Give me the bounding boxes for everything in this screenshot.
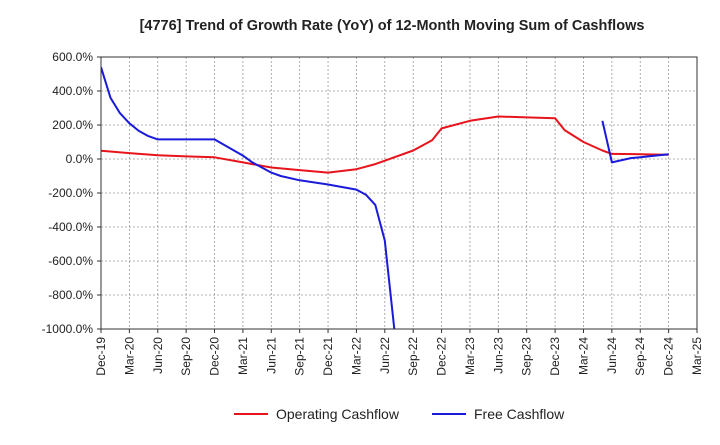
x-tick-label: Sep-24 — [633, 337, 647, 376]
y-tick-label: 600.0% — [52, 50, 93, 64]
x-tick-label: Sep-20 — [179, 337, 193, 376]
x-tick-label: Mar-21 — [236, 337, 250, 375]
x-tick-label: Jun-23 — [491, 337, 505, 374]
x-tick-label: Sep-23 — [520, 337, 534, 376]
x-tick-label: Sep-22 — [406, 337, 420, 376]
x-tick-label: Mar-25 — [690, 337, 704, 375]
series-lines — [101, 66, 669, 329]
x-tick-label: Jun-24 — [605, 337, 619, 374]
series-line-free-cashflow — [101, 66, 396, 329]
x-tick-label: Dec-23 — [548, 337, 562, 376]
y-tick-label: -600.0% — [48, 254, 93, 268]
y-tick-label: -200.0% — [48, 186, 93, 200]
x-tick-label: Dec-22 — [435, 337, 449, 376]
y-tick-label: -1000.0% — [42, 322, 94, 336]
x-tick-label: Dec-21 — [321, 337, 335, 376]
x-tick-label: Jun-21 — [264, 337, 278, 374]
legend: Operating Cashflow Free Cashflow — [234, 406, 565, 422]
legend-label-free-cashflow: Free Cashflow — [474, 406, 565, 422]
x-tick-label: Mar-23 — [463, 337, 477, 375]
chart-title: [4776] Trend of Growth Rate (YoY) of 12-… — [140, 18, 645, 34]
y-tick-label: 400.0% — [52, 84, 93, 98]
x-tick-label: Dec-20 — [208, 337, 222, 376]
y-tick-label: -800.0% — [48, 288, 93, 302]
x-tick-label: Mar-24 — [576, 337, 590, 375]
y-axis-ticks: 600.0% 400.0% 200.0% 0.0% -200.0% -400.0% -600… — [42, 50, 101, 336]
legend-label-operating-cashflow: Operating Cashflow — [276, 406, 400, 422]
y-tick-label: 200.0% — [52, 118, 93, 132]
series-line-operating-cashflow — [101, 115, 669, 174]
series-line-free-cashflow — [601, 120, 669, 164]
y-tick-label: 0.0% — [66, 152, 94, 166]
x-tick-label: Sep-21 — [293, 337, 307, 376]
grid-lines — [101, 57, 697, 329]
x-tick-label: Mar-22 — [349, 337, 363, 375]
y-tick-label: -400.0% — [48, 220, 93, 234]
x-tick-label: Mar-20 — [122, 337, 136, 375]
x-tick-label: Dec-19 — [94, 337, 108, 376]
x-axis-ticks: Dec-19 Mar-20 Jun-20 Sep-20 Dec-20 Mar-21 Jun-… — [94, 329, 704, 376]
x-tick-label: Jun-22 — [378, 337, 392, 374]
x-tick-label: Dec-24 — [662, 337, 676, 376]
x-tick-label: Jun-20 — [151, 337, 165, 374]
